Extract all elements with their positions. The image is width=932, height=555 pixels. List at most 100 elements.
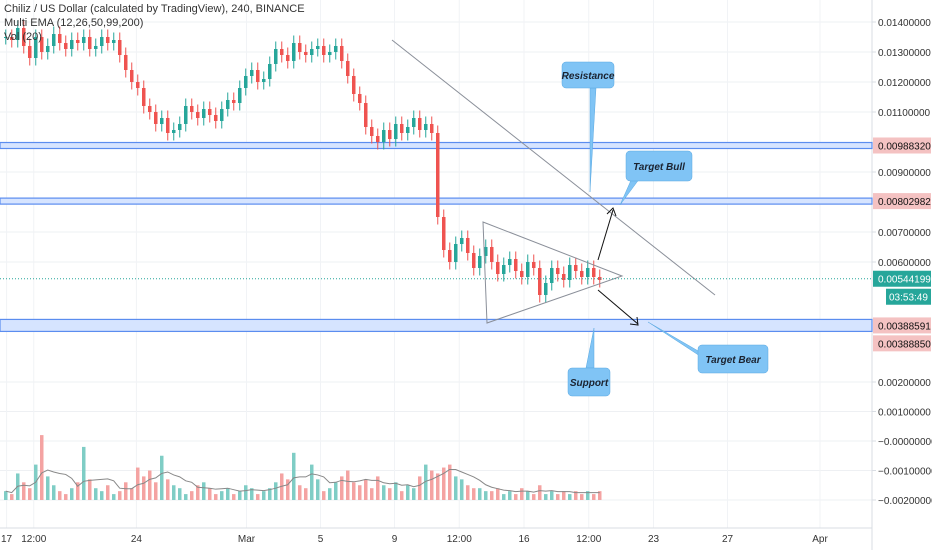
x-tick-label: Apr <box>812 534 828 545</box>
x-tick-label: Mar <box>238 534 256 545</box>
price-level-label: 0.00388591 <box>878 321 931 332</box>
volume-bar <box>46 476 50 500</box>
y-tick-label: −0.00200000 <box>878 496 932 507</box>
candle-body <box>100 37 104 46</box>
volume-bar <box>310 464 314 500</box>
candle-body <box>142 88 146 106</box>
candle-body <box>388 130 392 139</box>
price-level-tag <box>873 335 931 352</box>
candle-body <box>112 40 116 43</box>
volume-bar <box>10 494 14 500</box>
candle-body <box>316 46 320 49</box>
candle-body <box>256 70 260 82</box>
candle-body <box>514 259 518 271</box>
volume-bar <box>196 485 200 500</box>
countdown-label: 03:53:49 <box>889 293 928 304</box>
volume-bar <box>406 485 410 500</box>
volume-bar <box>556 494 560 500</box>
volume-bar <box>574 491 578 500</box>
candle-body <box>568 265 572 280</box>
y-tick-label: 0.00700000 <box>878 228 931 239</box>
candle-body <box>232 100 236 103</box>
candle-body <box>148 106 152 112</box>
candle-body <box>310 49 314 55</box>
candle-body <box>22 28 26 46</box>
volume-bar <box>28 488 32 500</box>
candle-body <box>82 37 86 43</box>
candle-body <box>166 118 170 133</box>
volume-bar <box>52 485 56 500</box>
volume-bar <box>436 473 440 500</box>
callout-box <box>625 150 693 182</box>
candle-body <box>598 277 602 280</box>
candle-body <box>448 250 452 262</box>
symmetrical-triangle <box>482 221 624 324</box>
candle-body <box>412 118 416 127</box>
candle-body <box>280 49 284 55</box>
candle-body <box>46 46 50 52</box>
candle-body <box>418 118 422 130</box>
volume-legend[interactable]: Vol (20) <box>4 31 42 43</box>
candle-body <box>364 103 368 127</box>
candle-body <box>94 46 98 49</box>
candle-body <box>580 271 584 277</box>
volume-bar <box>538 485 542 500</box>
volume-bar <box>238 491 242 500</box>
x-tick-label: 12:00 <box>21 534 46 545</box>
ema-legend[interactable]: Multi EMA (12,26,50,99,200) <box>4 17 144 29</box>
candle-body <box>52 34 56 46</box>
volume-bar <box>418 476 422 500</box>
volume-bar <box>82 446 86 500</box>
candle-body <box>496 262 500 274</box>
volume-bar <box>514 494 518 500</box>
y-tick-label: 0.00900000 <box>878 168 931 179</box>
price-level-tag <box>873 193 931 210</box>
volume-bar <box>202 482 206 500</box>
candle-body <box>34 37 38 58</box>
volume-bar <box>484 491 488 500</box>
volume-bar <box>124 482 128 500</box>
callout-label: Target Bear <box>705 355 761 366</box>
candle-body <box>562 274 566 280</box>
volume-bar <box>580 494 584 500</box>
volume-bar <box>358 485 362 500</box>
candle-body <box>196 112 200 118</box>
candle-body <box>376 136 380 142</box>
candle-body <box>586 268 590 277</box>
y-tick-label: 0.01400000 <box>878 18 931 29</box>
y-tick-label: 0.01300000 <box>878 48 931 59</box>
bear-arrow <box>597 289 639 325</box>
volume-bar <box>118 491 122 500</box>
candle-body <box>238 88 242 103</box>
y-tick-label: −0.00100000 <box>878 467 932 478</box>
candle-body <box>370 127 374 136</box>
volume-bar <box>412 488 416 500</box>
x-tick-label: 24 <box>131 534 143 545</box>
callout-box <box>697 344 769 374</box>
candle-body <box>478 256 482 268</box>
candle-body <box>346 61 350 76</box>
candle-body <box>262 79 266 82</box>
candle-body <box>340 46 344 61</box>
candle-body <box>268 64 272 79</box>
candle-body <box>472 253 476 268</box>
y-tick-label: 0.01200000 <box>878 78 931 89</box>
volume-bar <box>166 479 170 500</box>
volume-bar <box>112 494 116 500</box>
volume-bar <box>490 491 494 500</box>
volume-bar <box>142 476 146 500</box>
candle-body <box>244 76 248 88</box>
volume-bar <box>532 494 536 500</box>
volume-bar <box>394 482 398 500</box>
x-tick-label: 12:00 <box>576 534 601 545</box>
candle-body <box>508 259 512 265</box>
volume-bar <box>496 488 500 500</box>
candle-body <box>292 43 296 61</box>
x-tick-label: 17 <box>1 534 13 545</box>
candle-body <box>106 37 110 43</box>
volume-bar <box>106 485 110 500</box>
volume-bar <box>340 476 344 500</box>
